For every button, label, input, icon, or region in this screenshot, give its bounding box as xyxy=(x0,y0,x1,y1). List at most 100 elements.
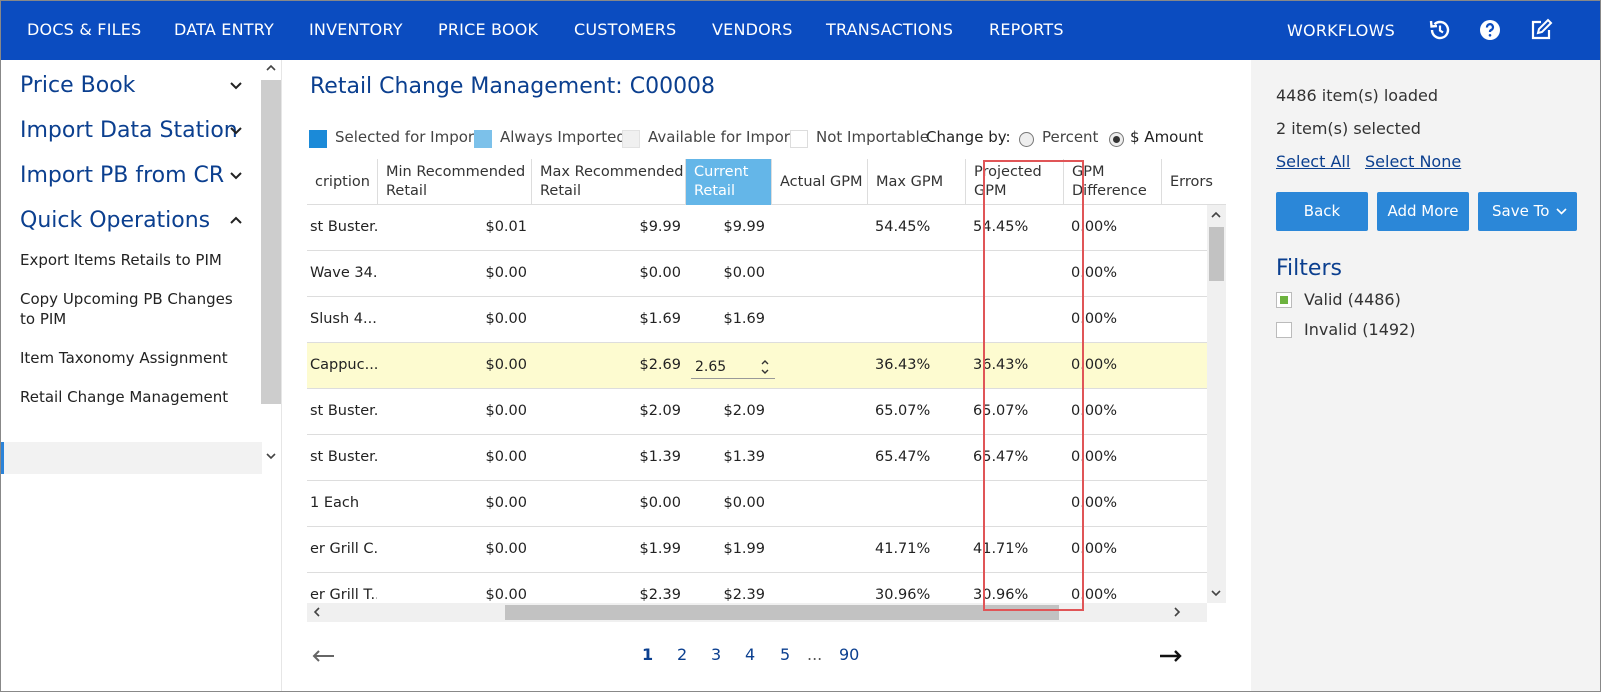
col-errors[interactable]: Errors xyxy=(1161,159,1226,205)
amount-radio[interactable] xyxy=(1109,132,1124,147)
cell-diff: 0.00% xyxy=(1071,265,1118,281)
col-description[interactable]: cription xyxy=(315,174,370,190)
back-button[interactable]: Back xyxy=(1276,192,1368,231)
nav-transactions[interactable]: TRANSACTIONS xyxy=(826,20,954,39)
select-all-link[interactable]: Select All xyxy=(1276,152,1351,171)
page-5[interactable]: 5 xyxy=(780,645,791,664)
nav-workflows[interactable]: WORKFLOWS xyxy=(1287,21,1395,40)
percent-radio[interactable] xyxy=(1019,132,1034,147)
cell-desc: 1 Each xyxy=(310,495,360,511)
cell-maxgpm xyxy=(875,481,965,526)
page-90[interactable]: 90 xyxy=(839,645,860,664)
scroll-right-icon[interactable] xyxy=(1171,606,1183,618)
table-row[interactable]: er Grill T... $0.00 $2.39 $2.39 30.96% 30.96%… xyxy=(307,573,1207,603)
help-icon[interactable] xyxy=(1478,18,1502,42)
nav-docs-files[interactable]: DOCS & FILES xyxy=(27,20,142,39)
sidebar-scrollbar[interactable] xyxy=(261,60,281,412)
page-4[interactable]: 4 xyxy=(745,645,756,664)
sidebar-item-retail-change-management[interactable]: Retail Change Management xyxy=(20,388,229,406)
table-row[interactable]: 1 Each $0.00 $0.00 $0.00 0.00% xyxy=(307,481,1207,527)
nav-vendors[interactable]: VENDORS xyxy=(712,20,793,39)
invalid-filter-label[interactable]: Invalid (1492) xyxy=(1304,320,1416,339)
cell-maxgpm xyxy=(875,251,965,296)
col-projected-gpm[interactable]: Projected GPM xyxy=(965,159,1063,205)
valid-filter-label[interactable]: Valid (4486) xyxy=(1304,290,1401,309)
scroll-up-icon[interactable] xyxy=(1210,209,1222,221)
chevron-down-icon[interactable] xyxy=(228,123,244,139)
nav-reports[interactable]: REPORTS xyxy=(989,20,1064,39)
sidebar-section-import-data-station[interactable]: Import Data Station xyxy=(20,118,238,143)
chevron-down-icon[interactable] xyxy=(228,168,244,184)
table-row[interactable]: Slush 4... $0.00 $1.69 $1.69 0.00% xyxy=(307,297,1207,343)
scroll-up-icon[interactable] xyxy=(265,62,277,74)
sidebar-section-quick-operations[interactable]: Quick Operations xyxy=(20,208,211,233)
items-loaded-count: 4486 item(s) loaded xyxy=(1276,86,1439,105)
cell-desc: Slush 4... xyxy=(310,311,377,327)
cell-proj: 36.43% xyxy=(973,357,1029,373)
sidebar-section-price-book[interactable]: Price Book xyxy=(20,73,136,98)
grid-vertical-scrollbar[interactable] xyxy=(1207,205,1226,603)
table-row[interactable]: Wave 34... $0.00 $0.00 $0.00 0.00% xyxy=(307,251,1207,297)
nav-customers[interactable]: CUSTOMERS xyxy=(574,20,677,39)
cell-max: $9.99 xyxy=(639,219,681,235)
scroll-down-icon[interactable] xyxy=(265,450,277,462)
col-max-recommended-retail[interactable]: Max Recommended Retail xyxy=(531,159,685,205)
grid-vertical-thumb[interactable] xyxy=(1209,227,1224,281)
cell-actual xyxy=(771,527,861,572)
edit-icon[interactable] xyxy=(1529,18,1553,42)
cell-max: $1.69 xyxy=(639,311,681,327)
chevron-up-icon[interactable] xyxy=(228,212,244,228)
col-actual-gpm[interactable]: Actual GPM xyxy=(771,159,867,205)
save-to-button[interactable]: Save To xyxy=(1478,192,1577,231)
cell-min: $0.00 xyxy=(485,541,527,557)
cell-actual xyxy=(771,205,861,250)
percent-label[interactable]: Percent xyxy=(1042,128,1099,146)
col-max-gpm[interactable]: Max GPM xyxy=(867,159,965,205)
cell-proj xyxy=(973,251,1061,296)
cell-desc: st Buster... xyxy=(310,403,377,419)
table-row[interactable]: er Grill C... $0.00 $1.99 $1.99 41.71% 41.71%… xyxy=(307,527,1207,573)
table-row[interactable]: st Buster... $0.01 $9.99 $9.99 54.45% 54.45% 0… xyxy=(307,205,1207,251)
table-row[interactable]: st Buster... $0.00 $1.39 $1.39 65.47% 65.47% 0… xyxy=(307,435,1207,481)
current-retail-input[interactable]: 2.65 xyxy=(691,355,775,379)
right-panel: 4486 item(s) loaded 2 item(s) selected S… xyxy=(1251,60,1601,692)
table-row[interactable]: Cappuc... $0.00 $2.69 2.65 36.43% 36.43% 0.00% xyxy=(307,343,1207,389)
page-1[interactable]: 1 xyxy=(642,645,654,664)
nav-data-entry[interactable]: DATA ENTRY xyxy=(174,20,275,39)
amount-label[interactable]: $ Amount xyxy=(1130,128,1204,146)
nav-price-book[interactable]: PRICE BOOK xyxy=(438,20,539,39)
sidebar-item-export-items-retails[interactable]: Export Items Retails to PIM xyxy=(20,251,222,269)
valid-filter-checkbox[interactable] xyxy=(1276,292,1292,308)
history-icon[interactable] xyxy=(1428,18,1452,42)
cell-cur: $2.39 xyxy=(723,587,765,603)
select-none-link[interactable]: Select None xyxy=(1365,152,1462,171)
chevron-down-icon[interactable] xyxy=(228,78,244,94)
items-selected-count: 2 item(s) selected xyxy=(1276,119,1421,138)
sidebar-section-import-pb-from-cr[interactable]: Import PB from CR xyxy=(20,163,225,188)
sidebar-scroll-thumb[interactable] xyxy=(261,80,281,404)
grid-horizontal-thumb[interactable] xyxy=(505,605,1059,620)
sidebar-item-copy-upcoming-pb[interactable]: Copy Upcoming PB Changes to PIM xyxy=(20,290,233,328)
page-2[interactable]: 2 xyxy=(677,645,688,664)
grid-horizontal-scrollbar[interactable] xyxy=(307,603,1207,622)
col-current-retail[interactable]: Current Retail xyxy=(685,159,771,205)
invalid-filter-checkbox[interactable] xyxy=(1276,322,1292,338)
page-3[interactable]: 3 xyxy=(711,645,722,664)
spinner-icon[interactable] xyxy=(759,355,771,379)
prev-page-arrow-icon[interactable] xyxy=(310,648,336,664)
nav-inventory[interactable]: INVENTORY xyxy=(309,20,403,39)
scroll-left-icon[interactable] xyxy=(311,606,323,618)
cell-cur: $0.00 xyxy=(723,265,765,281)
cell-min: $0.00 xyxy=(485,587,527,603)
add-more-button[interactable]: Add More xyxy=(1377,192,1469,231)
sidebar-item-item-taxonomy[interactable]: Item Taxonomy Assignment xyxy=(20,349,228,367)
cell-max: $0.00 xyxy=(639,495,681,511)
next-page-arrow-icon[interactable] xyxy=(1158,648,1184,664)
col-gpm-difference[interactable]: GPM Difference xyxy=(1063,159,1161,205)
chevron-down-icon xyxy=(1556,208,1567,215)
top-navigation-bar: DOCS & FILES DATA ENTRY INVENTORY PRICE … xyxy=(0,0,1601,60)
table-row[interactable]: st Buster... $0.00 $2.09 $2.09 65.07% 65.07% 0… xyxy=(307,389,1207,435)
cell-cur: $9.99 xyxy=(723,219,765,235)
col-min-recommended-retail[interactable]: Min Recommended Retail xyxy=(377,159,531,205)
scroll-down-icon[interactable] xyxy=(1210,587,1222,599)
